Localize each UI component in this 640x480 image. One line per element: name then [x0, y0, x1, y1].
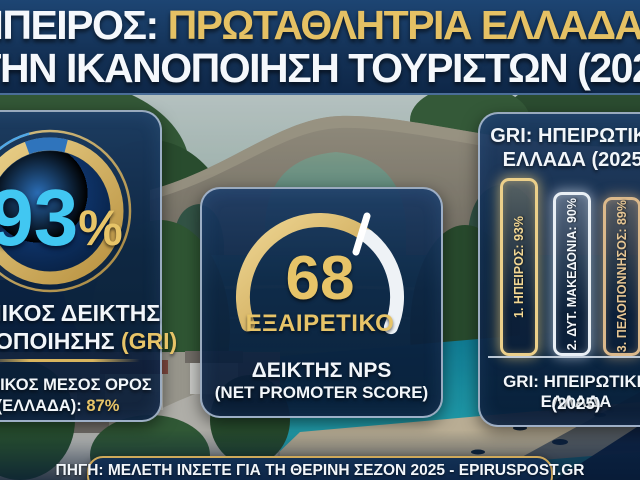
title-champion: ΠΡΩΤΑΘΛΗΤΡΙΑ ΕΛΛΑΔΑΣ — [157, 2, 640, 48]
source-text: ΠΗΓΗ: ΜΕΛΕΤΗ ΙΝΣΕΤΕ ΓΙΑ ΤΗ ΘΕΡΙΝΗ ΣΕΖΟΝ … — [55, 462, 585, 479]
gri-acronym: (GRI) — [121, 328, 178, 354]
title-line-1: ΗΠΕΙΡΟΣ: ΠΡΩΤΑΘΛΗΤΡΙΑ ΕΛΛΑΔΑΣ — [0, 2, 640, 49]
gri-label-line2-text: ΙΚΑΝΟΠΟΙΗΣΗΣ — [0, 328, 115, 354]
gri-divider-line — [0, 359, 140, 362]
gri-label-line1: ΓΕΝΙΚΟΣ ΔΕΙΚΤΗΣ — [0, 300, 161, 326]
ranking-axis-line — [488, 356, 640, 358]
gri-average-country: (ΕΛΛΑΔΑ): — [0, 397, 87, 415]
ranking-caption-line1: GRI: ΗΠΕΙΡΩΤΙΚΗ ΕΛΛΑΔΑ — [503, 372, 640, 411]
nps-semicircle-gauge — [235, 212, 404, 335]
title-banner: ΗΠΕΙΡΟΣ: ΠΡΩΤΑΘΛΗΤΡΙΑ ΕΛΛΑΔΑΣ ΣΤΗΝ ΙΚΑΝΟ… — [0, 0, 640, 95]
ranking-bar-peloponnese: 3. ΠΕΛΟΠΟΝΝΗΣΟΣ: 89% — [603, 197, 640, 356]
gri-value-percent: % — [78, 200, 123, 256]
source-bar: ΠΗΓΗ: ΜΕΛΕΤΗ ΙΝΣΕΤΕ ΓΙΑ ΤΗ ΘΕΡΙΝΗ ΣΕΖΟΝ … — [56, 456, 585, 480]
nps-label-line2: (NET PROMOTER SCORE) — [214, 383, 429, 402]
gri-donut-gauge — [0, 129, 132, 293]
gri-value: 93% — [0, 178, 174, 258]
gri-average-value: 87% — [86, 397, 120, 415]
gri-label-line2: ΙΚΑΝΟΠΟΙΗΣΗΣ (GRI) — [0, 328, 178, 355]
nps-label-line1: ΔΕΙΚΤΗΣ NPS — [251, 359, 392, 382]
gri-average-line1: ΕΘΝΙΚΟΣ ΜΕΣΟΣ ΟΡΟΣ — [0, 376, 152, 394]
gri-value-number: 93 — [0, 173, 79, 262]
nps-score: 68 — [285, 244, 355, 313]
title-region: ΗΠΕΙΡΟΣ: — [0, 2, 159, 48]
title-line-2: ΣΤΗΝ ΙΚΑΝΟΠΟΙΗΣΗ ΤΟΥΡΙΣΤΩΝ (2025) — [0, 45, 640, 91]
gri-average-line2: (ΕΛΛΑΔΑ): 87% — [0, 397, 178, 416]
ranking-bar-epirus-label: 1. ΗΠΕΙΡΟΣ: 93% — [512, 216, 526, 318]
ranking-bar-peloponnese-label: 3. ΠΕΛΟΠΟΝΝΗΣΟΣ: 89% — [615, 200, 629, 353]
ranking-heading-line1: GRI: ΗΠΕΙΡΩΤΙΚΗ — [490, 125, 640, 147]
ranking-bar-epirus: 1. ΗΠΕΙΡΟΣ: 93% — [500, 178, 538, 356]
ranking-bar-west-macedonia: 2. ΔΥΤ. ΜΑΚΕΔΟΝΙΑ: 90% — [553, 192, 591, 356]
gauge-needle — [352, 212, 371, 256]
ranking-bar-west-macedonia-label: 2. ΔΥΤ. ΜΑΚΕΔΟΝΙΑ: 90% — [565, 197, 579, 351]
nps-rating: ΕΞΑΙΡΕΤΙΚΟ — [245, 310, 395, 337]
ranking-caption-line2: (2025) — [551, 394, 601, 413]
ranking-heading-line2: ΕΛΛΑΔΑ (2025) — [502, 149, 640, 171]
